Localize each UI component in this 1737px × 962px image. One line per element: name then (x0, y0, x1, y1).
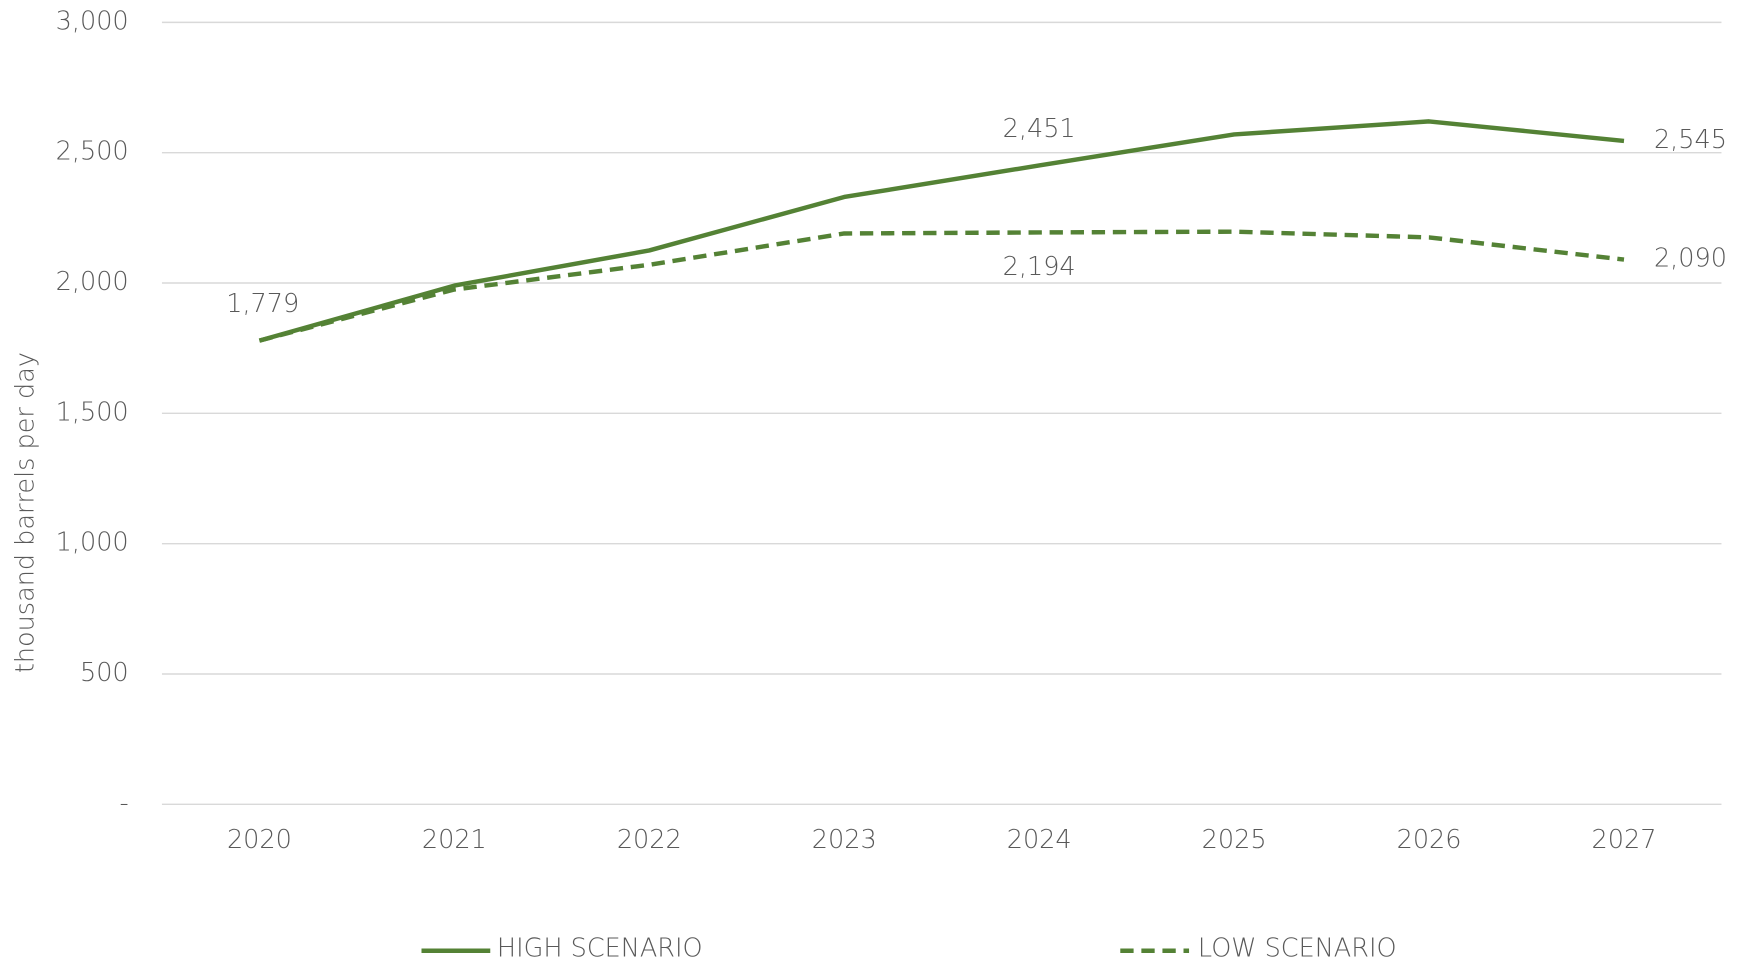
x-tick-label: 2022 (617, 825, 682, 855)
y-tick-label: 3,000 (56, 6, 129, 36)
data-label: 2,194 (1003, 252, 1076, 282)
x-tick-label: 2020 (227, 825, 292, 855)
data-label: 1,779 (226, 289, 299, 319)
data-label: 2,090 (1654, 244, 1727, 274)
x-tick-label: 2021 (422, 825, 487, 855)
y-tick-label: 500 (80, 658, 129, 688)
y-tick-label: 2,000 (56, 267, 129, 297)
data-label: 2,545 (1654, 125, 1727, 155)
y-tick-label: 1,000 (56, 528, 129, 558)
series-line (258, 229, 1625, 343)
x-tick-label: 2024 (1007, 825, 1072, 855)
x-tick-label: 2027 (1592, 825, 1657, 855)
y-tick-label: 2,500 (56, 137, 129, 167)
series-line (258, 119, 1625, 343)
x-tick-label: 2023 (812, 825, 877, 855)
legend-label: HIGH SCENARIO (497, 934, 703, 962)
y-tick-label: 1,500 (56, 397, 129, 427)
x-tick-label: 2026 (1397, 825, 1462, 855)
y-tick-label: - (119, 788, 128, 818)
x-tick-label: 2025 (1202, 825, 1267, 855)
y-axis-label: thousand barrels per day (11, 352, 41, 673)
legend-label: LOW SCENARIO (1198, 934, 1397, 962)
data-label: 2,451 (1003, 114, 1076, 144)
